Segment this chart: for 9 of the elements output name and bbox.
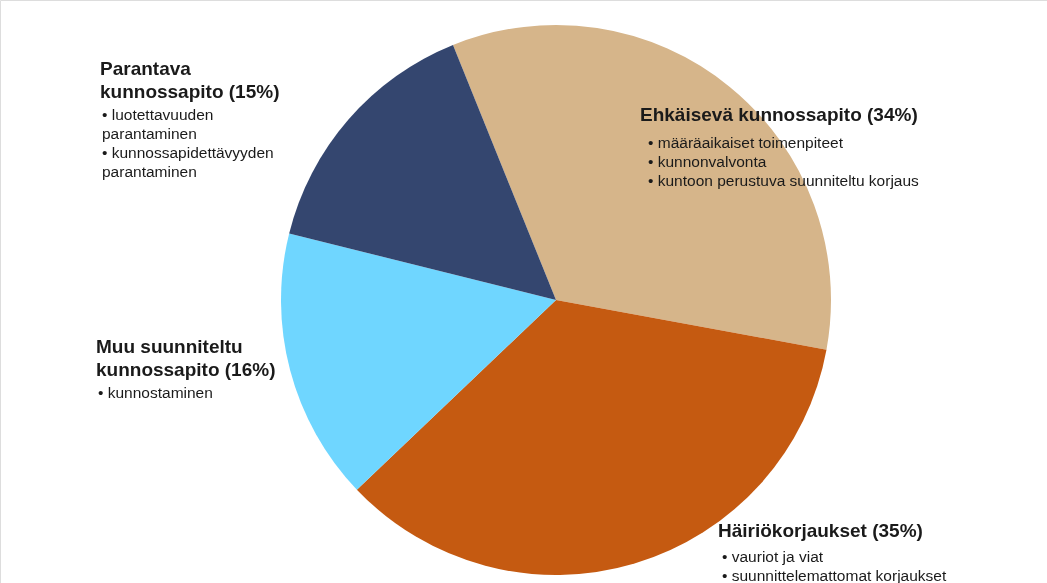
- text: • kunnostaminen: [98, 384, 213, 401]
- pie-slice: [289, 45, 556, 300]
- text: • määräaikaiset toimenpiteet • kunnonvalvonta • kuntoon perustuva suunniteltu korjaus: [648, 134, 920, 189]
- pie-slice: [281, 233, 556, 490]
- text: • luotettavuuden parantaminen • kunnossapidettävyyden parantaminen: [102, 106, 274, 180]
- slice-label: Parantava kunnossapito (15%): [100, 58, 280, 102]
- slice-label: Ehkäisevä kunnossapito (34%): [640, 104, 918, 125]
- slice-label: Muu suunniteltu kunnossapito (16%): [96, 336, 276, 380]
- slice-label: Häiriökorjaukset (35%): [718, 520, 923, 541]
